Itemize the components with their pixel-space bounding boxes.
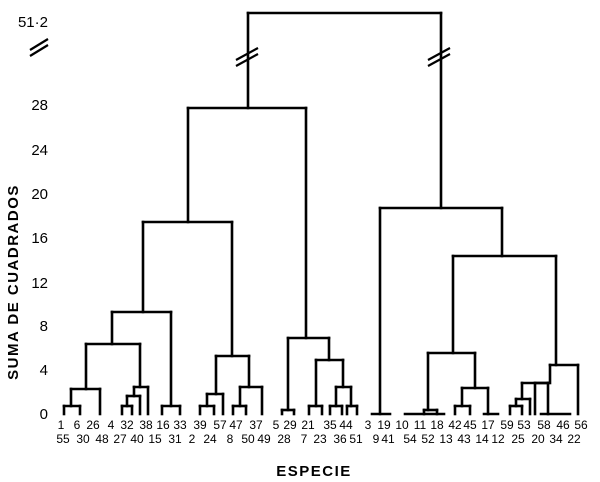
leaf-label: 34 bbox=[549, 432, 563, 446]
leaf-label: 56 bbox=[574, 418, 588, 432]
leaf-label: 26 bbox=[86, 418, 100, 432]
leaf-label: 12 bbox=[491, 432, 505, 446]
leaf-label: 29 bbox=[283, 418, 297, 432]
leaf-label: 7 bbox=[301, 432, 308, 446]
leaf-label: 18 bbox=[430, 418, 444, 432]
x-axis-title: ESPECIE bbox=[276, 463, 352, 480]
leaf-label: 27 bbox=[113, 432, 127, 446]
leaf-label: 2 bbox=[189, 432, 196, 446]
y-tick-label: 0 bbox=[40, 406, 48, 423]
leaf-label: 8 bbox=[227, 432, 234, 446]
leaf-label: 13 bbox=[439, 432, 453, 446]
leaf-label: 17 bbox=[481, 418, 495, 432]
leaf-label: 14 bbox=[475, 432, 489, 446]
leaf-label: 47 bbox=[229, 418, 243, 432]
leaf-label: 16 bbox=[156, 418, 170, 432]
y-tick-label: 20 bbox=[31, 186, 48, 203]
dendrogram-links bbox=[62, 11, 580, 416]
leaf-label: 57 bbox=[213, 418, 227, 432]
leaf-label: 22 bbox=[567, 432, 581, 446]
y-tick-label: 4 bbox=[40, 362, 48, 379]
leaf-label: 52 bbox=[421, 432, 435, 446]
leaf-label: 45 bbox=[463, 418, 477, 432]
leaf-label: 59 bbox=[500, 418, 514, 432]
leaf-label: 11 bbox=[414, 418, 427, 432]
leaf-label: 25 bbox=[511, 432, 525, 446]
leaf-label: 39 bbox=[193, 418, 207, 432]
leaf-label: 20 bbox=[531, 432, 545, 446]
break-value-label: 51·2 bbox=[18, 14, 48, 31]
axis-break-right bbox=[427, 47, 451, 67]
leaf-label: 50 bbox=[241, 432, 255, 446]
y-tick-label: 12 bbox=[31, 275, 48, 292]
leaf-label: 49 bbox=[257, 432, 271, 446]
leaf-label: 35 bbox=[323, 418, 337, 432]
leaf-label: 3 bbox=[365, 418, 372, 432]
y-tick-label: 24 bbox=[31, 142, 48, 159]
leaf-label: 58 bbox=[537, 418, 551, 432]
leaf-label: 5 bbox=[273, 418, 280, 432]
y-tick-label: 16 bbox=[31, 230, 48, 247]
leaf-label: 42 bbox=[448, 418, 462, 432]
leaf-label: 33 bbox=[173, 418, 187, 432]
leaf-label: 24 bbox=[203, 432, 217, 446]
leaf-label: 4 bbox=[108, 418, 115, 432]
y-tick-label: 8 bbox=[40, 318, 48, 335]
leaf-label: 38 bbox=[139, 418, 153, 432]
leaf-labels-bottom-row: 55 30 48 27 40 15 31 2 24 8 50 49 28 7 23 36 51 9 41 54 52 13… bbox=[56, 432, 581, 446]
y-axis-title: SUMA DE CUADRADOS bbox=[5, 184, 22, 380]
leaf-label: 9 bbox=[373, 432, 380, 446]
y-tick-label: 28 bbox=[31, 97, 48, 114]
leaf-label: 36 bbox=[333, 432, 347, 446]
leaf-label: 10 bbox=[395, 418, 409, 432]
y-tick-labels: 0 4 8 12 16 20 24 28 bbox=[31, 97, 48, 423]
leaf-label: 6 bbox=[74, 418, 81, 432]
leaf-label: 46 bbox=[556, 418, 570, 432]
leaf-label: 1 bbox=[58, 418, 65, 432]
leaf-label: 31 bbox=[168, 432, 182, 446]
leaf-label: 53 bbox=[517, 418, 531, 432]
leaf-label: 55 bbox=[56, 432, 70, 446]
leaf-label: 21 bbox=[301, 418, 315, 432]
leaf-labels-top-row: 1 6 26 4 32 38 16 33 39 57 47 37 5 29 21 35 44 3 19 10 11 18 4… bbox=[58, 418, 588, 432]
axis-break-scale bbox=[29, 38, 49, 57]
leaf-label: 23 bbox=[313, 432, 327, 446]
leaf-label: 37 bbox=[249, 418, 263, 432]
leaf-label: 28 bbox=[277, 432, 291, 446]
leaf-label: 44 bbox=[339, 418, 353, 432]
leaf-label: 54 bbox=[403, 432, 417, 446]
leaf-label: 40 bbox=[130, 432, 144, 446]
leaf-label: 15 bbox=[148, 432, 162, 446]
leaf-label: 48 bbox=[95, 432, 109, 446]
leaf-label: 41 bbox=[381, 432, 395, 446]
leaf-label: 51 bbox=[349, 432, 363, 446]
leaf-label: 19 bbox=[377, 418, 391, 432]
axis-break-left bbox=[235, 47, 259, 67]
leaf-label: 30 bbox=[76, 432, 90, 446]
leaf-label: 43 bbox=[457, 432, 471, 446]
leaf-label: 32 bbox=[120, 418, 134, 432]
